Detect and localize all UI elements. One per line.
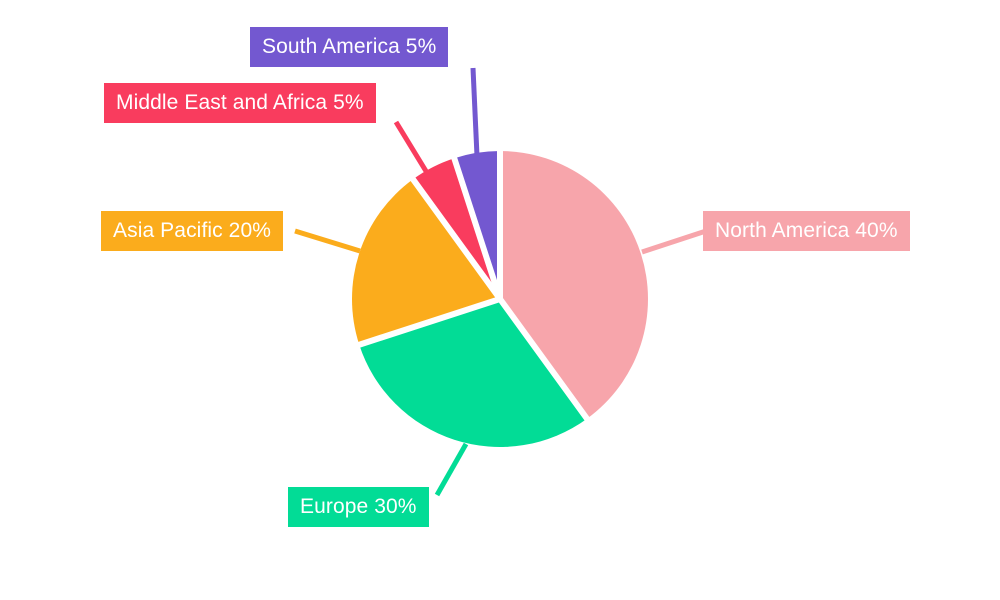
separator-342deg [451, 155, 503, 302]
separator-144deg [497, 296, 590, 422]
pie-slice-europe[interactable] [359, 299, 587, 447]
pie-label-middle-east-africa[interactable]: Middle East and Africa 5% [104, 83, 376, 123]
pie-label-north-america[interactable]: North America 40% [703, 211, 910, 251]
pie-label-europe[interactable]: Europe 30% [288, 487, 429, 527]
leader-line-north-america [641, 228, 707, 255]
pie-label-south-america[interactable]: South America 5% [250, 27, 449, 67]
leader-line-south-america [470, 67, 480, 157]
pie-slice-middle-east-and-africa[interactable] [413, 158, 500, 299]
pie-slice-separators [356, 148, 590, 422]
pie-label-asia-pacific[interactable]: Asia Pacific 20% [101, 211, 284, 251]
separator-324deg [410, 176, 503, 302]
leader-line-europe [434, 442, 469, 497]
leader-line-asia-pacific [294, 228, 361, 254]
pie-slice-asia-pacific[interactable] [351, 179, 500, 345]
pie-slice-north-america[interactable] [500, 151, 648, 419]
separator-252deg [356, 296, 503, 348]
